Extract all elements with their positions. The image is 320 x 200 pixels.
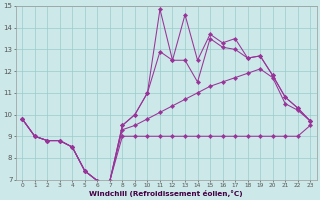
X-axis label: Windchill (Refroidissement éolien,°C): Windchill (Refroidissement éolien,°C) bbox=[89, 190, 243, 197]
